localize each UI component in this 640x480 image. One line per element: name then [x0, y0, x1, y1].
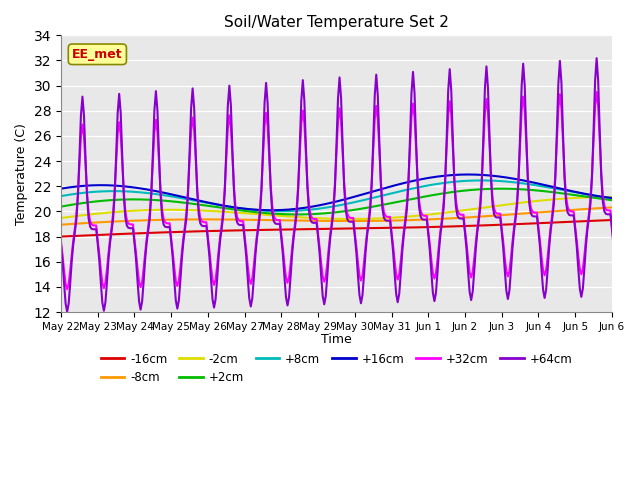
X-axis label: Time: Time	[321, 333, 352, 346]
Legend: -16cm, -8cm, -2cm, +2cm, +8cm, +16cm, +32cm, +64cm: -16cm, -8cm, -2cm, +2cm, +8cm, +16cm, +3…	[96, 348, 577, 389]
Text: EE_met: EE_met	[72, 48, 123, 61]
Title: Soil/Water Temperature Set 2: Soil/Water Temperature Set 2	[224, 15, 449, 30]
Y-axis label: Temperature (C): Temperature (C)	[15, 123, 28, 225]
